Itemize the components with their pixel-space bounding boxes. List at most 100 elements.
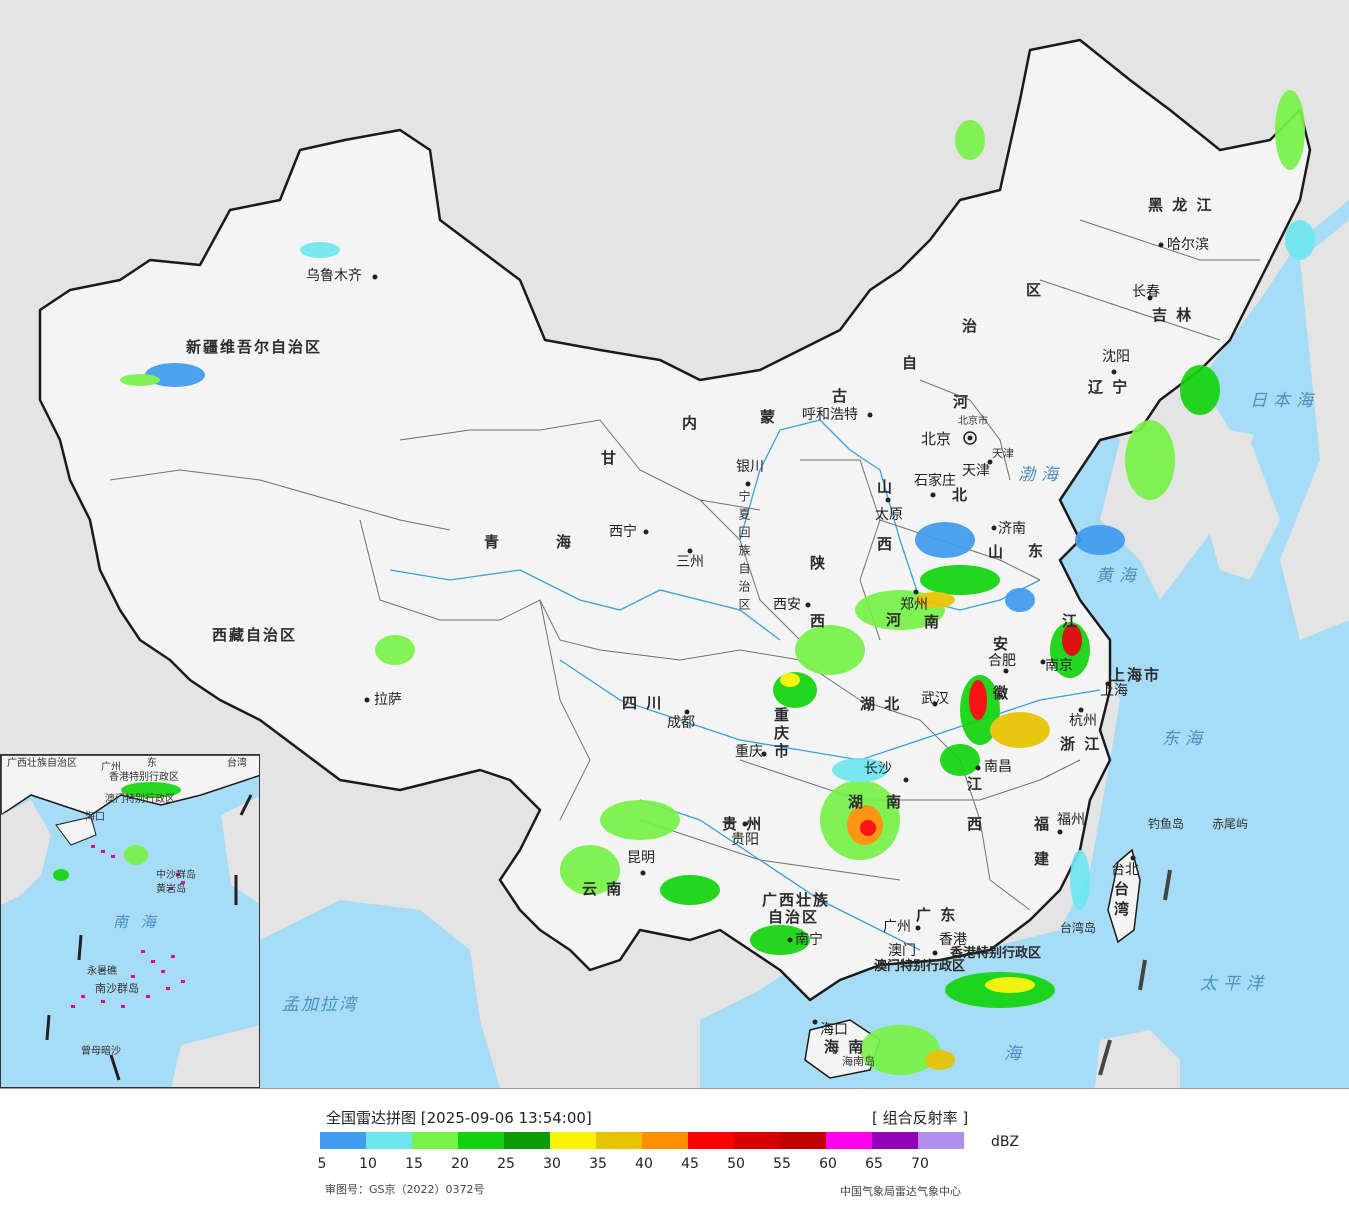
legend-tick-label: 45 [681,1156,699,1172]
city-beijing: 北京 [921,430,952,448]
legend-swatch-7 [642,1132,688,1149]
label-macao-sar: 澳门特别行政区 [874,959,966,974]
city-guangzhou: 广州 [883,919,911,935]
inset-macao: 澳门特别行政区 [105,794,175,805]
label-shanxi-2: 西 [877,535,895,553]
label-yunnan: 云 南 [582,880,624,898]
city-chongqing: 重庆 [735,744,763,760]
label-jiangxi-1: 江 [967,775,985,793]
legend-ticks: 5 10 15 20 25 30 35 40 45 50 55 60 65 70 [0,1156,1349,1172]
china-landmass [38,38,1312,1002]
legend-color-bar [320,1132,964,1149]
label-henan-1: 河 [886,611,904,629]
label-anhui-1: 安 [993,635,1011,653]
city-macau: 澳门 [888,943,916,959]
label-anhui-2: 徽 [993,684,1011,702]
label-hainan: 海 南 [824,1038,866,1056]
label-sichuan: 四 川 [622,694,664,712]
city-shenyang: 沈阳 [1102,349,1130,365]
city-kunming: 昆明 [627,850,655,866]
city-urumqi: 乌鲁木齐 [306,268,362,284]
japan-island [1280,220,1349,640]
label-nmg-1: 内 [682,414,700,432]
city-xining: 西宁 [609,524,637,540]
label-yellow-sea: 黄海 [1096,566,1142,586]
city-shanghai: 上海 [1100,683,1128,699]
legend-tick-label: 70 [911,1156,929,1172]
label-ningxia: 宁夏回族自治区 [737,490,751,616]
label-fujian-1: 福 [1034,815,1052,833]
inset-huangyan: 黄岩岛 [156,884,186,895]
label-chiwei: 赤尾屿 [1212,817,1249,831]
label-shanghai: 上海市 [1110,666,1162,684]
label-hebei: 北 [952,486,970,504]
city-hangzhou: 杭州 [1069,713,1097,729]
legend-unit: dBZ [991,1134,1020,1150]
label-diaoyu: 钓鱼岛 [1148,817,1185,831]
legend-tick-label: 10 [359,1156,377,1172]
label-hubei: 湖 北 [860,695,902,713]
city-hohhot: 呼和浩特 [802,407,858,423]
label-shandong-2: 东 [1028,542,1046,560]
label-hunan-2: 南 [886,793,904,811]
legend-swatch-9 [734,1132,780,1149]
label-shanxi-1: 山 [877,478,895,496]
label-henan-2: 南 [924,613,942,631]
legend-swatch-6 [596,1132,642,1149]
label-hainan-island: 海南岛 [842,1055,875,1068]
label-jiangsu: 江 [1062,612,1080,630]
inset-zhongsha: 中沙群岛 [156,870,196,881]
label-shandong-1: 山 [988,543,1006,561]
label-taiwan-island: 台湾岛 [1060,921,1097,935]
city-changsha: 长沙 [864,761,892,777]
inset-taiwan: 台湾 [227,758,247,769]
legend-tick-label: 60 [819,1156,837,1172]
label-bengal: 孟加拉湾 [282,995,358,1015]
legend-swatch-8 [688,1132,734,1149]
legend-tick-label: 5 [317,1156,327,1172]
label-guangdong: 广 东 [916,906,958,924]
city-haikou: 海口 [820,1022,848,1038]
label-nmg-4: 自 [902,354,920,372]
map-area[interactable]: 新疆维吾尔自治区 西藏自治区 青 海 甘 内 蒙 古 自 治 区 黑 龙 江 吉… [0,0,1349,1088]
label-fujian-2: 建 [1034,850,1052,868]
label-beijing-city: 北京市 [958,416,988,427]
legend-approval: 审图号：GS京（2022）0372号 [325,1183,485,1196]
legend-source: 中国气象局雷达气象中心 [840,1185,961,1198]
city-jinan: 济南 [998,521,1026,537]
label-jiangxi-2: 西 [967,815,985,833]
city-changchun: 长春 [1132,284,1160,300]
city-zhengzhou: 郑州 [900,597,928,613]
legend-swatch-0 [320,1132,366,1149]
label-guangxi-1: 广西壮族 [762,891,831,909]
label-tianjin-city: 天津 [992,447,1014,460]
legend-title: 全国雷达拼图 [2025-09-06 13:54:00] [326,1109,592,1127]
label-pacific: 太平洋 [1200,974,1269,994]
legend-tick-label: 20 [451,1156,469,1172]
legend-swatch-10 [780,1132,826,1149]
label-japan-sea: 日本海 [1250,391,1319,411]
legend-tick-label: 25 [497,1156,515,1172]
city-lanzhou: 三州 [676,554,704,570]
city-yinchuan: 银川 [736,459,764,475]
legend-product: [ 组合反射率 ] [872,1109,969,1127]
label-liaoning: 辽 宁 [1088,378,1130,396]
city-shijiazhuang: 石家庄 [914,473,956,489]
legend-tick-label: 55 [773,1156,791,1172]
city-nanchang: 南昌 [984,759,1012,775]
legend-tick-label: 50 [727,1156,745,1172]
label-hongkong-sar: 香港特别行政区 [950,946,1042,961]
inset-guangdong: 东 [147,758,157,769]
city-hongkong: 香港 [939,932,967,948]
radar-echoes [120,90,1315,1075]
label-xizang: 西藏自治区 [212,626,298,644]
sea-boundary-dashes [1098,869,1172,1076]
city-lhasa: 拉萨 [374,692,402,708]
korea-peninsula [1190,420,1280,580]
city-taipei: 台北 [1111,862,1139,878]
label-xinjiang: 新疆维吾尔自治区 [186,338,323,356]
city-fuzhou: 福州 [1057,812,1085,828]
city-nanning: 南宁 [795,932,823,948]
city-taiyuan: 太原 [875,507,903,523]
